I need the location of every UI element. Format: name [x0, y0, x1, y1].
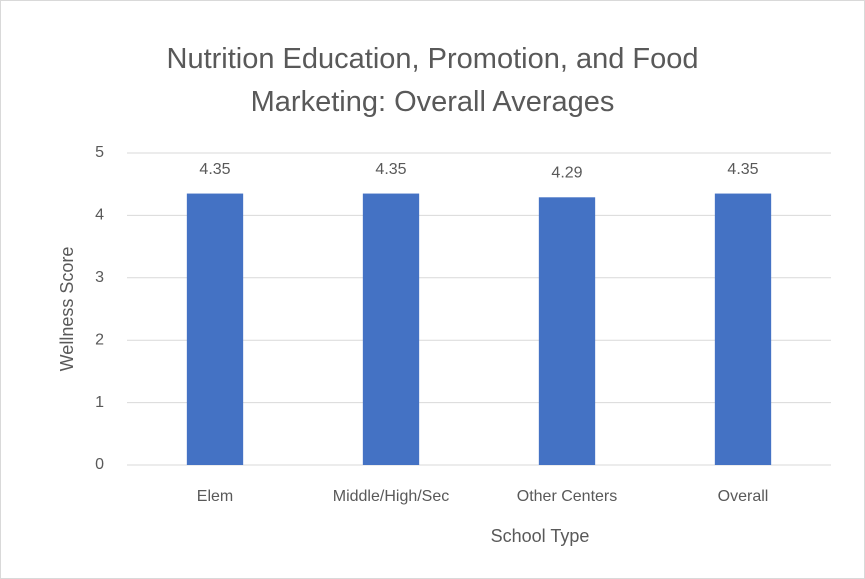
data-label: 4.35 [199, 161, 230, 178]
bar [186, 193, 244, 465]
bar [714, 193, 772, 465]
bar [362, 193, 420, 465]
x-tick-label: Other Centers [517, 488, 617, 505]
data-label: 4.35 [375, 161, 406, 178]
y-tick-label: 0 [95, 456, 104, 473]
y-tick-label: 3 [95, 269, 104, 286]
y-tick-label: 5 [95, 144, 104, 161]
x-axis-label: School Type [491, 526, 590, 546]
bar [538, 197, 596, 465]
x-tick-label: Elem [197, 488, 233, 505]
y-axis-label: Wellness Score [57, 247, 77, 372]
data-label: 4.29 [551, 165, 582, 182]
x-tick-label: Overall [718, 488, 769, 505]
y-tick-label: 4 [95, 207, 104, 224]
chart-title: Nutrition Education, Promotion, and Food… [166, 43, 699, 118]
x-tick-label: Middle/High/Sec [333, 488, 450, 505]
y-tick-label: 2 [95, 331, 104, 348]
y-tick-label: 1 [95, 394, 104, 411]
data-label: 4.35 [727, 161, 758, 178]
